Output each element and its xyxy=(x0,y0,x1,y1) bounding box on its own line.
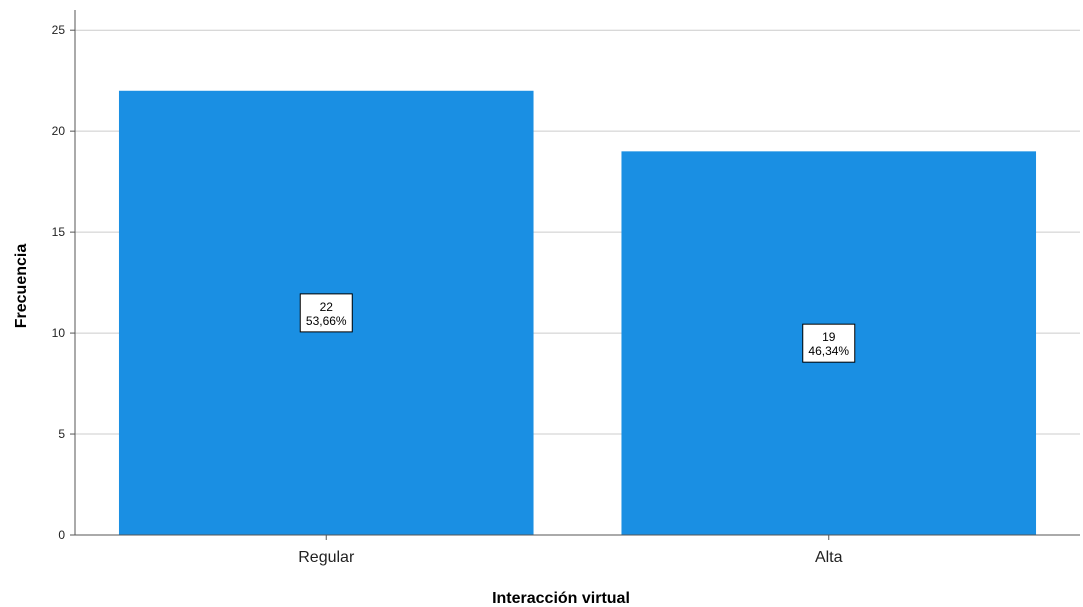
data-label-box xyxy=(802,323,856,363)
data-label-box xyxy=(299,293,353,333)
y-axis-title: Frecuencia xyxy=(13,244,30,329)
y-tick-label: 15 xyxy=(52,225,66,239)
y-tick-label: 20 xyxy=(52,124,66,138)
y-tick-label: 10 xyxy=(52,326,66,340)
x-axis-title: Interacción virtual xyxy=(492,590,630,607)
bars xyxy=(118,90,1037,536)
y-axis-ticks: 0 5 10 15 20 25 xyxy=(52,23,75,542)
y-tick-label: 25 xyxy=(52,23,66,37)
x-category-label: Regular xyxy=(298,549,355,566)
data-label-count: 19 xyxy=(822,330,836,344)
x-category-label: Alta xyxy=(815,549,843,566)
data-label-count: 22 xyxy=(320,300,334,314)
x-axis-categories: Regular Alta xyxy=(298,535,843,566)
data-label-percent: 46,34% xyxy=(808,344,849,358)
y-tick-label: 5 xyxy=(58,427,65,441)
data-label-percent: 53,66% xyxy=(306,314,347,328)
y-tick-label: 0 xyxy=(58,528,65,542)
